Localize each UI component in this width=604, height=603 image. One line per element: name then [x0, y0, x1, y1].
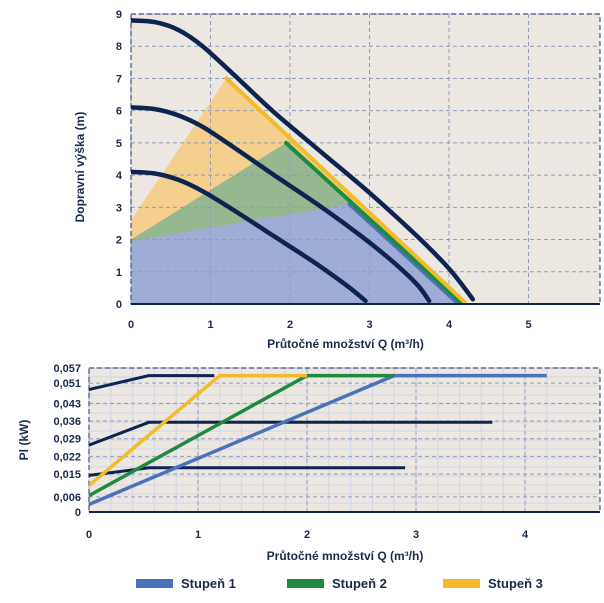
head-x-tick: 5 [525, 319, 531, 331]
legend-swatch-stage1 [136, 579, 173, 588]
power-y-tick: 0,015 [53, 469, 81, 481]
head-y-tick: 2 [116, 235, 122, 247]
head-y-axis-label: Dopravní výška (m) [73, 112, 87, 223]
power-y-tick: 0,051 [53, 378, 81, 390]
pump-curves [131, 18, 476, 304]
power-curve-line-3 [89, 466, 406, 477]
power-x-tick: 1 [195, 529, 201, 541]
head-y-tick: 1 [116, 267, 122, 279]
power-stage3-line-6 [89, 373, 307, 487]
stage-lines [224, 76, 467, 304]
power-x-tick: 3 [413, 529, 419, 541]
head-x-tick: 4 [446, 319, 453, 331]
legend-swatch-stage3 [443, 579, 480, 588]
legend-label: Stupeň 1 [181, 576, 236, 591]
power-y-tick: 0,043 [53, 398, 81, 410]
power-x-tick: 0 [86, 529, 92, 541]
head-curve-3 [131, 18, 476, 302]
head-x-tick: 3 [366, 319, 372, 331]
power-y-tick: 0 [75, 507, 81, 519]
head-y-tick: 6 [116, 106, 122, 118]
head-stage3-line [224, 76, 467, 304]
power-curve-line-1 [89, 374, 215, 391]
head-y-tick: 9 [116, 9, 122, 21]
head-grid [130, 13, 600, 305]
power-y-tick: 0,006 [53, 492, 81, 504]
head-x-tick: 1 [207, 319, 213, 331]
legend-label: Stupeň 3 [488, 576, 543, 591]
legend: Stupeň 1 Stupeň 2 Stupeň 3 [136, 576, 543, 591]
head-stage1-line [347, 202, 459, 304]
power-lines [89, 373, 547, 507]
legend-swatch-stage2 [287, 579, 324, 588]
power-y-tick: 0,036 [53, 416, 81, 428]
head-y-tick: 4 [116, 170, 123, 182]
head-y-tick: 5 [116, 138, 122, 150]
head-x-tick: 2 [287, 319, 293, 331]
power-chart: 0 1 2 3 4 0 0,006 0,015 0,022 0,029 0,036 0,043 0,05… [17, 363, 601, 563]
head-curve-2 [131, 105, 432, 304]
power-curve-line-2 [89, 420, 493, 447]
power-y-tick: 0,022 [53, 451, 81, 463]
power-y-tick: 0,029 [53, 434, 81, 446]
legend-label: Stupeň 2 [332, 576, 387, 591]
head-y-tick: 8 [116, 41, 122, 53]
head-chart: 0 1 2 3 4 5 0 1 2 3 4 5 6 7 8 9 Průtočné množství Q (m³/… [73, 9, 601, 351]
head-curve-1 [131, 169, 368, 304]
head-y-tick: 7 [116, 73, 122, 85]
head-y-tick: 3 [116, 202, 122, 214]
head-stage2-line [284, 140, 463, 304]
power-y-tick: 0,057 [53, 363, 81, 375]
power-x-axis-label: Průtočné množství Q (m³/h) [267, 549, 424, 563]
power-y-axis-label: Pl (kW) [17, 420, 31, 461]
head-x-axis-label: Průtočné množství Q (m³/h) [267, 337, 424, 351]
head-y-tick: 0 [116, 299, 122, 311]
power-x-tick: 4 [522, 529, 529, 541]
head-x-tick: 0 [128, 319, 134, 331]
power-x-tick: 2 [304, 529, 310, 541]
